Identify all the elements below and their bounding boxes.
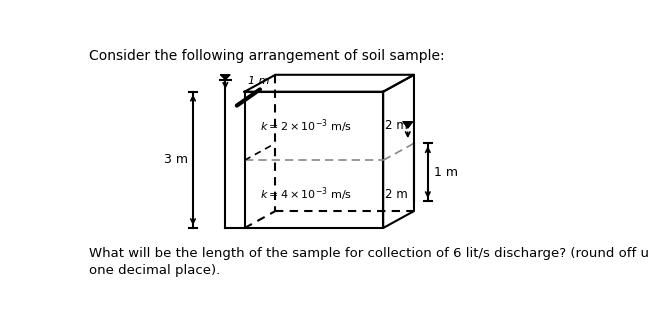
Text: $k = 4\times10^{-3}$ m/s: $k = 4\times10^{-3}$ m/s (260, 185, 352, 203)
Polygon shape (403, 122, 413, 128)
Text: 1 m: 1 m (434, 166, 458, 179)
Text: Consider the following arrangement of soil sample:: Consider the following arrangement of so… (89, 49, 445, 63)
Polygon shape (221, 75, 230, 79)
Text: one decimal place).: one decimal place). (89, 264, 220, 277)
Text: What will be the length of the sample for collection of 6 lit/s discharge? (roun: What will be the length of the sample fo… (89, 247, 650, 260)
Text: 2 m: 2 m (385, 188, 408, 201)
Text: 1 m: 1 m (248, 75, 270, 86)
Text: $k = 2\times10^{-3}$ m/s: $k = 2\times10^{-3}$ m/s (260, 117, 352, 135)
Text: 2 m: 2 m (385, 119, 408, 133)
Text: 3 m: 3 m (164, 154, 188, 166)
